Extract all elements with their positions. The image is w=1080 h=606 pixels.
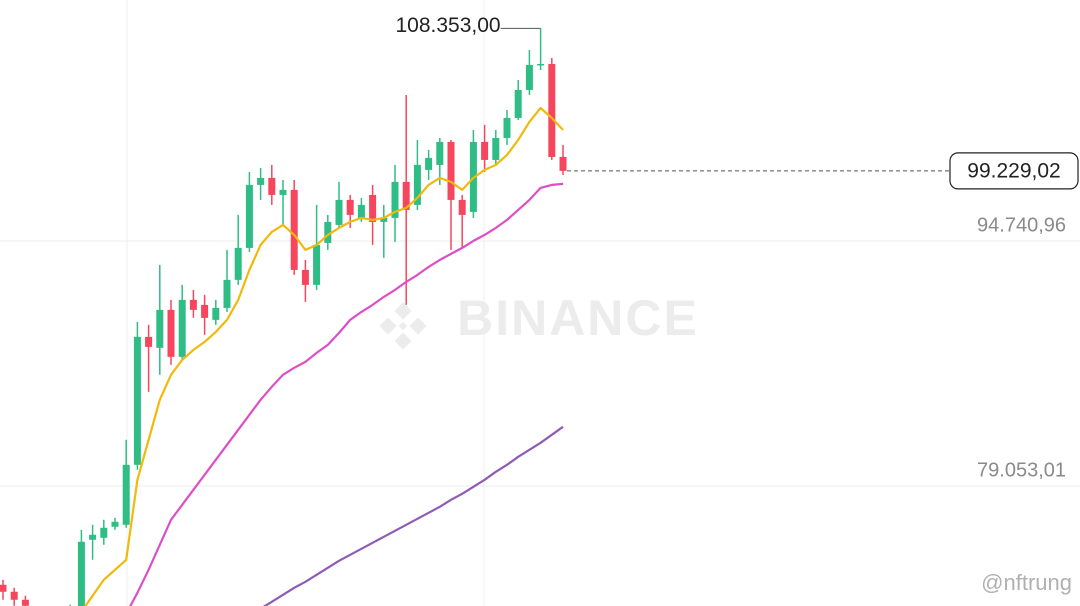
candle-body — [21, 599, 29, 606]
y-tick-label: 94.740,96 — [977, 214, 1066, 236]
candle-body — [425, 157, 433, 170]
candle-body — [514, 89, 522, 118]
candle-body — [111, 521, 119, 527]
candle-body — [145, 336, 153, 347]
candle-body — [335, 199, 343, 225]
candle-body — [89, 534, 97, 540]
candle-body — [178, 299, 186, 357]
candle-body — [290, 189, 298, 270]
last-price-box — [949, 152, 1079, 190]
candle-body — [525, 64, 533, 90]
candle-body — [234, 247, 242, 280]
last-price-label: 99.229,02 — [967, 159, 1060, 182]
candle-body — [559, 156, 567, 171]
candle-body — [279, 189, 287, 195]
candle-body — [346, 199, 354, 215]
candle-body — [380, 217, 388, 222]
candle-body — [223, 279, 231, 308]
candle-body — [436, 141, 444, 165]
candle-body — [492, 137, 500, 160]
candle-body — [167, 309, 175, 357]
credit: @nftrung — [981, 570, 1072, 595]
candle-body — [503, 117, 511, 138]
candle-body — [458, 199, 466, 215]
candle-body — [357, 204, 365, 218]
candle-body — [391, 181, 399, 218]
moving-average-line — [84, 106, 564, 606]
candle-body — [77, 541, 85, 606]
candle-body — [402, 181, 410, 210]
candle-body — [212, 307, 220, 320]
high-label: 108.353,00 — [395, 14, 500, 37]
candle-body — [122, 464, 130, 525]
moving-average-line — [129, 182, 564, 606]
watermark: BINANCE — [457, 290, 699, 346]
candle-body — [537, 63, 545, 66]
candle-body — [301, 269, 309, 285]
candle-body — [156, 309, 164, 348]
candle-body — [481, 141, 489, 160]
candle-body — [313, 244, 321, 285]
candle-body — [245, 184, 253, 248]
candle-body — [548, 63, 556, 157]
candle-body — [413, 164, 421, 205]
candle-body — [447, 141, 455, 200]
candle-body — [0, 584, 7, 592]
candle-body — [133, 336, 141, 465]
candle-body — [189, 299, 197, 310]
candle-body — [10, 591, 18, 600]
candle-body — [257, 177, 265, 185]
candle-body — [100, 527, 108, 538]
candle-body — [201, 304, 209, 318]
moving-average-line — [262, 425, 564, 606]
y-tick-label: 79.053,01 — [977, 459, 1066, 481]
candle-body — [369, 194, 377, 222]
candle-body — [268, 177, 276, 195]
candle-body — [324, 221, 332, 243]
watermark-logo — [379, 302, 427, 350]
